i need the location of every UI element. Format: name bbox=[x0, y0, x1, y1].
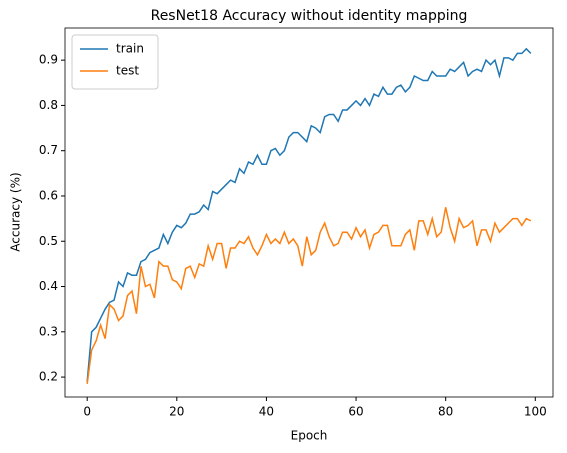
y-tick-label: 0.4 bbox=[39, 279, 58, 293]
x-tick-label: 60 bbox=[348, 405, 363, 419]
chart-title: ResNet18 Accuracy without identity mappi… bbox=[151, 8, 468, 24]
y-tick-label: 0.7 bbox=[39, 143, 58, 157]
x-tick-label: 80 bbox=[438, 405, 453, 419]
x-tick-label: 100 bbox=[524, 405, 547, 419]
y-tick-label: 0.2 bbox=[39, 370, 58, 384]
y-tick-label: 0.6 bbox=[39, 188, 58, 202]
legend-box bbox=[71, 34, 159, 90]
y-tick-label: 0.3 bbox=[39, 324, 58, 338]
line-series bbox=[86, 47, 532, 382]
y-tick-label: 0.8 bbox=[39, 98, 58, 112]
x-tick-label: 0 bbox=[83, 405, 91, 419]
plot-frame bbox=[64, 27, 554, 398]
x-axis-label: Epoch bbox=[291, 429, 328, 443]
y-axis-label: Accuracy (%) bbox=[9, 172, 23, 251]
legend-label: train bbox=[116, 42, 144, 56]
y-tick-label: 0.9 bbox=[39, 53, 58, 67]
x-tick-label: 40 bbox=[259, 405, 274, 419]
y-tick-label: 0.5 bbox=[39, 234, 58, 248]
x-tick-label: 20 bbox=[169, 405, 184, 419]
line-series bbox=[86, 207, 532, 384]
legend-label: test bbox=[116, 64, 139, 78]
